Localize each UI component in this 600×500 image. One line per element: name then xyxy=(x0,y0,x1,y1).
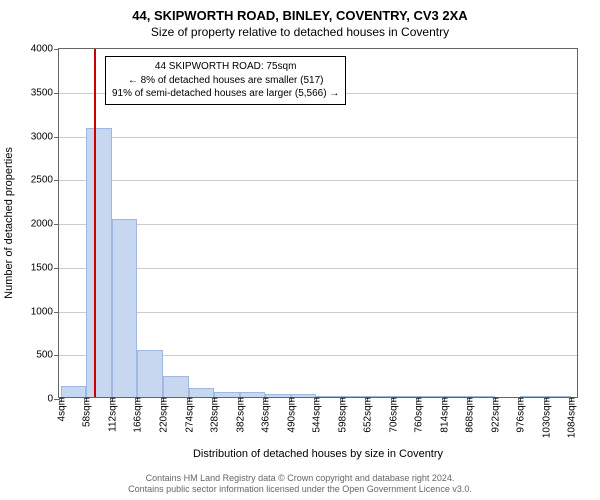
footer-attribution: Contains HM Land Registry data © Crown c… xyxy=(0,473,600,496)
x-tick-label: 220sqm xyxy=(157,397,170,433)
y-tick-label: 3500 xyxy=(31,87,59,98)
x-tick-label: 4sqm xyxy=(54,397,67,421)
y-axis-label: Number of detached properties xyxy=(3,147,15,299)
x-tick-label: 328sqm xyxy=(208,397,221,433)
y-axis-label-wrap: Number of detached properties xyxy=(0,48,18,398)
y-tick-label: 500 xyxy=(36,350,59,361)
histogram-bar xyxy=(163,376,189,397)
y-tick-label: 1500 xyxy=(31,262,59,273)
chart-title: 44, SKIPWORTH ROAD, BINLEY, COVENTRY, CV… xyxy=(0,0,600,23)
x-tick-label: 436sqm xyxy=(259,397,272,433)
x-axis-label: Distribution of detached houses by size … xyxy=(58,448,578,460)
x-tick-label: 382sqm xyxy=(233,397,246,433)
x-tick-label: 868sqm xyxy=(463,397,476,433)
x-tick-label: 1030sqm xyxy=(539,397,552,438)
info-box-line: 44 SKIPWORTH ROAD: 75sqm xyxy=(112,60,339,74)
y-tick-label: 1000 xyxy=(31,306,59,317)
y-tick-label: 3000 xyxy=(31,131,59,142)
x-tick-label: 274sqm xyxy=(182,397,195,433)
gridline-h xyxy=(59,180,577,181)
x-tick-label: 706sqm xyxy=(386,397,399,433)
gridline-h xyxy=(59,137,577,138)
y-tick-label: 4000 xyxy=(31,44,59,55)
x-tick-label: 976sqm xyxy=(514,397,527,433)
x-tick-label: 760sqm xyxy=(412,397,425,433)
x-tick-label: 112sqm xyxy=(105,397,118,432)
histogram-bar xyxy=(189,388,215,397)
y-tick-label: 2500 xyxy=(31,175,59,186)
x-tick-label: 490sqm xyxy=(284,397,297,433)
chart-subtitle: Size of property relative to detached ho… xyxy=(0,23,600,39)
histogram-bar xyxy=(86,128,112,398)
footer-line2: Contains public sector information licen… xyxy=(0,484,600,496)
y-tick-label: 2000 xyxy=(31,219,59,230)
histogram-bar xyxy=(112,219,138,398)
x-tick-label: 58sqm xyxy=(80,397,93,427)
x-tick-label: 922sqm xyxy=(488,397,501,433)
reference-line xyxy=(94,49,96,397)
x-tick-label: 166sqm xyxy=(131,397,144,433)
plot-area: 050010001500200025003000350040004sqm58sq… xyxy=(58,48,578,398)
x-tick-label: 814sqm xyxy=(437,397,450,433)
info-box: 44 SKIPWORTH ROAD: 75sqm← 8% of detached… xyxy=(105,56,346,105)
x-tick-label: 1084sqm xyxy=(565,397,578,438)
histogram-bar xyxy=(137,350,163,397)
chart-container: 44, SKIPWORTH ROAD, BINLEY, COVENTRY, CV… xyxy=(0,0,600,500)
info-box-line: ← 8% of detached houses are smaller (517… xyxy=(112,74,339,88)
x-tick-label: 652sqm xyxy=(361,397,374,433)
histogram-bar xyxy=(61,386,87,397)
x-tick-label: 598sqm xyxy=(335,397,348,433)
footer-line1: Contains HM Land Registry data © Crown c… xyxy=(0,473,600,485)
info-box-line: 91% of semi-detached houses are larger (… xyxy=(112,87,339,101)
x-tick-label: 544sqm xyxy=(310,397,323,433)
